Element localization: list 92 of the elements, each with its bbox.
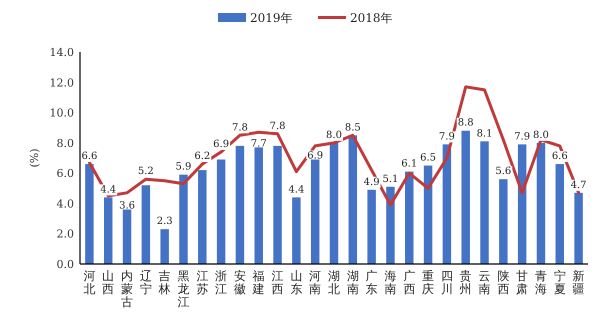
bar [310,160,320,264]
x-tick-label: 新疆 [572,269,585,296]
bar [424,166,432,264]
x-tick-label: 云南 [478,269,491,296]
data-label: 5.9 [176,162,192,173]
x-tick-label: 广东 [366,269,378,296]
bar [480,141,489,264]
x-tick-label: 陕西 [497,269,510,296]
x-tick-label: 海南 [384,269,396,296]
x-tick-label: 宁夏 [554,269,566,296]
data-label: 7.9 [438,131,455,142]
x-tick-label: 吉林 [158,269,171,296]
x-tick-label: 黑龙江 [177,269,190,309]
bar [122,209,132,264]
x-tick-label: 四川 [440,269,453,296]
x-tick-label: 浙江 [215,269,228,296]
x-tick-label: 重庆 [422,269,434,296]
data-label: 4.4 [288,184,304,196]
data-label: 8.5 [344,122,361,134]
y-tick-label: 14.0 [50,46,74,59]
data-label: 6.9 [307,150,324,162]
x-tick-label: 广西 [403,269,416,296]
data-label: 6.9 [213,138,230,150]
data-label: 8.1 [476,128,492,140]
bar [254,147,263,264]
x-tick-label: 安徽 [234,269,246,296]
bar [499,179,508,264]
bar [461,130,470,264]
bar [536,142,546,264]
bar [104,197,112,264]
bar [556,164,564,264]
y-tick-label: 8.0 [56,136,74,150]
x-tick-label: 湖南 [346,269,359,296]
x-tick-label: 甘肃 [516,269,528,296]
bar [292,197,301,264]
bar [85,164,94,264]
data-label: 6.6 [81,151,98,162]
bar [160,229,169,264]
data-label: 7.9 [514,131,530,142]
y-tick-label: 0.0 [56,258,74,271]
bar [330,142,338,264]
x-tick-label: 青海 [534,269,547,296]
x-tick-label: 内蒙古 [121,269,134,309]
data-label: 4.4 [100,184,116,196]
data-label: 7.7 [250,138,267,150]
bar [386,186,395,264]
bar [198,170,207,264]
bar [367,190,376,264]
x-tick-label: 辽宁 [140,269,152,296]
bar [179,174,188,264]
bar [348,135,358,264]
bar [518,144,526,264]
y-tick-label: 12.0 [50,76,74,90]
data-label: 2.3 [156,216,173,228]
data-label: 6.6 [552,151,568,162]
data-label: 8.0 [326,130,342,141]
data-label: 5.6 [495,166,512,178]
data-label: 6.1 [401,158,418,170]
y-axis-title: (%) [28,148,41,168]
x-tick-label: 河北 [83,269,96,296]
bar [273,146,282,264]
data-label: 3.6 [119,200,135,212]
legend-label: 2018年 [350,11,393,25]
data-label: 7.8 [232,122,248,134]
y-tick-label: 2.0 [56,228,74,241]
data-label: 4.9 [364,176,380,188]
bar [442,144,452,264]
y-tick-label: 4.0 [56,197,74,210]
data-label: 6.2 [194,151,210,162]
data-label: 7.8 [270,120,286,132]
bar [405,172,414,264]
data-label: 8.8 [458,118,474,129]
bar [142,185,150,264]
data-label: 5.2 [138,166,154,178]
data-label: 5.1 [382,174,398,185]
y-tick-label: 10.0 [50,106,74,120]
legend-label: 2019年 [250,11,293,25]
data-label: 6.5 [420,152,436,164]
x-tick-label: 山西 [102,269,114,296]
x-tick-label: 江苏 [196,269,208,296]
y-tick-label: 6.0 [56,167,74,180]
bar [236,146,244,264]
x-tick-label: 湖北 [328,269,340,296]
data-label: 4.7 [570,180,587,191]
x-tick-label: 山东 [290,269,302,296]
data-label: 8.0 [533,130,549,141]
x-tick-label: 福建 [252,269,265,296]
bar [574,192,583,264]
x-tick-label: 河南 [309,269,322,296]
x-tick-label: 贵州 [460,269,472,296]
bar [216,160,226,264]
x-tick-label: 江西 [272,269,284,296]
